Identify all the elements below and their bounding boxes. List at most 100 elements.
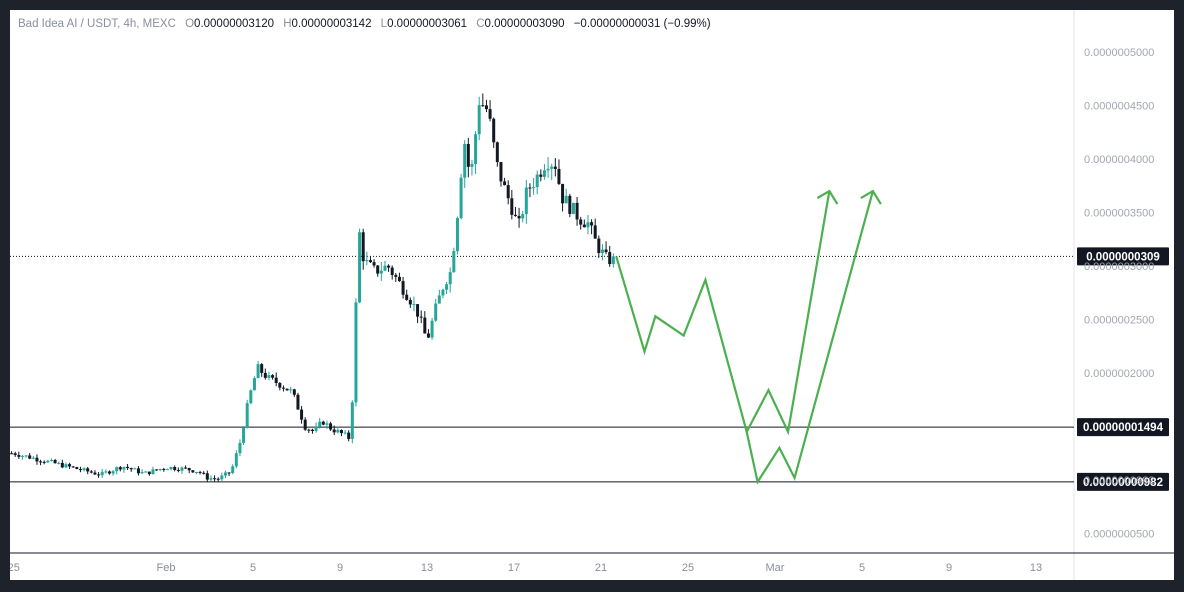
candle-body — [191, 470, 195, 473]
candle-body — [227, 472, 231, 474]
candle-body — [434, 303, 438, 321]
horizontal-levels: 0.00000001494 0.00000000982 0.0000000309 — [10, 247, 1169, 491]
candle-body — [379, 270, 383, 274]
candle-body — [256, 364, 260, 379]
candle-body — [42, 461, 46, 463]
candle-body — [332, 429, 336, 433]
candle-body — [481, 105, 485, 107]
projection-arrowhead — [816, 189, 839, 205]
candle-body — [274, 377, 278, 383]
candle-body — [550, 166, 554, 169]
candle-body — [78, 469, 82, 471]
candle-body — [314, 426, 318, 432]
level-price-tag — [1077, 472, 1169, 491]
candle-body — [586, 222, 590, 228]
candle-body — [412, 304, 416, 306]
candle-body — [463, 143, 467, 178]
candle-body — [506, 185, 510, 199]
candle-body — [387, 265, 391, 268]
candle-body — [144, 471, 148, 473]
candle-body — [524, 187, 528, 215]
candle-body — [296, 394, 300, 410]
candle-body — [133, 468, 137, 470]
candle-body — [339, 429, 343, 434]
candle-body — [347, 432, 351, 439]
y-tick-label: 0.0000003000 — [1084, 261, 1154, 273]
candle-body — [71, 466, 75, 468]
candle-body — [209, 478, 213, 480]
candle-body — [307, 429, 311, 431]
candle-body — [582, 224, 586, 228]
candle-body — [242, 427, 246, 443]
candle-body — [220, 475, 224, 480]
candle-body — [13, 453, 17, 456]
candle-body — [568, 195, 572, 214]
x-tick-label: 21 — [595, 562, 607, 574]
candle-body — [82, 468, 86, 471]
candle-body — [60, 462, 64, 468]
candle-body — [579, 219, 583, 225]
candle-body — [564, 195, 568, 204]
level-price-tag — [1077, 418, 1169, 437]
candle-body — [365, 260, 369, 262]
x-tick-label: 13 — [1030, 562, 1042, 574]
candle-body — [575, 202, 579, 220]
candle-body — [180, 467, 184, 471]
x-tick-label: Feb — [157, 562, 176, 574]
candle-body — [561, 183, 565, 204]
candle-body — [437, 295, 441, 304]
candle-body — [492, 118, 496, 143]
candle-body — [510, 198, 514, 215]
candles — [10, 93, 615, 482]
candle-body — [503, 181, 507, 186]
candle-body — [368, 260, 372, 263]
candle-body — [260, 364, 264, 373]
candle-body — [423, 317, 427, 334]
candle-body — [184, 467, 188, 469]
candle-body — [39, 461, 43, 463]
candle-body — [136, 468, 140, 474]
candle-body — [104, 471, 108, 473]
candle-body — [155, 469, 159, 471]
low-value: 0.00000003061 — [387, 18, 468, 30]
candle-body — [278, 382, 282, 388]
candle-body — [310, 429, 314, 432]
candle-body — [474, 134, 478, 164]
candle-body — [590, 222, 594, 226]
x-tick-label: 5 — [859, 562, 865, 574]
y-tick-label: 0.0000003500 — [1084, 208, 1154, 220]
candle-body — [122, 466, 126, 470]
candle-body — [176, 469, 180, 471]
level-price-label: 0.00000001494 — [1083, 422, 1164, 434]
level-price-label: 0.00000000982 — [1083, 477, 1163, 489]
candle-body — [147, 471, 151, 475]
x-tick-label: 13 — [421, 562, 433, 574]
candlestick-chart[interactable]: 0.00000001494 0.00000000982 0.0000000309 0… — [10, 10, 1174, 580]
projection-path — [615, 190, 831, 436]
candle-body — [426, 333, 430, 338]
candle-body — [68, 464, 72, 467]
x-tick-label: Mar — [766, 562, 785, 574]
candle-body — [318, 421, 322, 427]
x-tick-label: 9 — [946, 562, 952, 574]
candle-body — [46, 460, 50, 463]
candle-body — [118, 467, 122, 470]
candle-body — [390, 267, 394, 275]
candle-body — [57, 462, 61, 464]
candle-body — [126, 466, 130, 469]
candle-body — [100, 471, 104, 476]
chart-frame[interactable]: 0.00000001494 0.00000000982 0.0000000309 0… — [10, 10, 1174, 580]
candle-body — [10, 453, 14, 455]
candle-body — [477, 105, 481, 135]
high-key: H — [283, 18, 292, 30]
candle-body — [394, 274, 398, 277]
candle-body — [173, 467, 177, 470]
candle-body — [53, 459, 57, 464]
candle-body — [571, 202, 575, 214]
change-value: −0.00000000031 (−0.99%) — [573, 18, 711, 30]
candle-body — [49, 459, 53, 461]
candle-body — [488, 109, 492, 119]
candle-body — [557, 168, 561, 184]
x-tick-label: 17 — [508, 562, 520, 574]
candle-body — [151, 469, 155, 475]
